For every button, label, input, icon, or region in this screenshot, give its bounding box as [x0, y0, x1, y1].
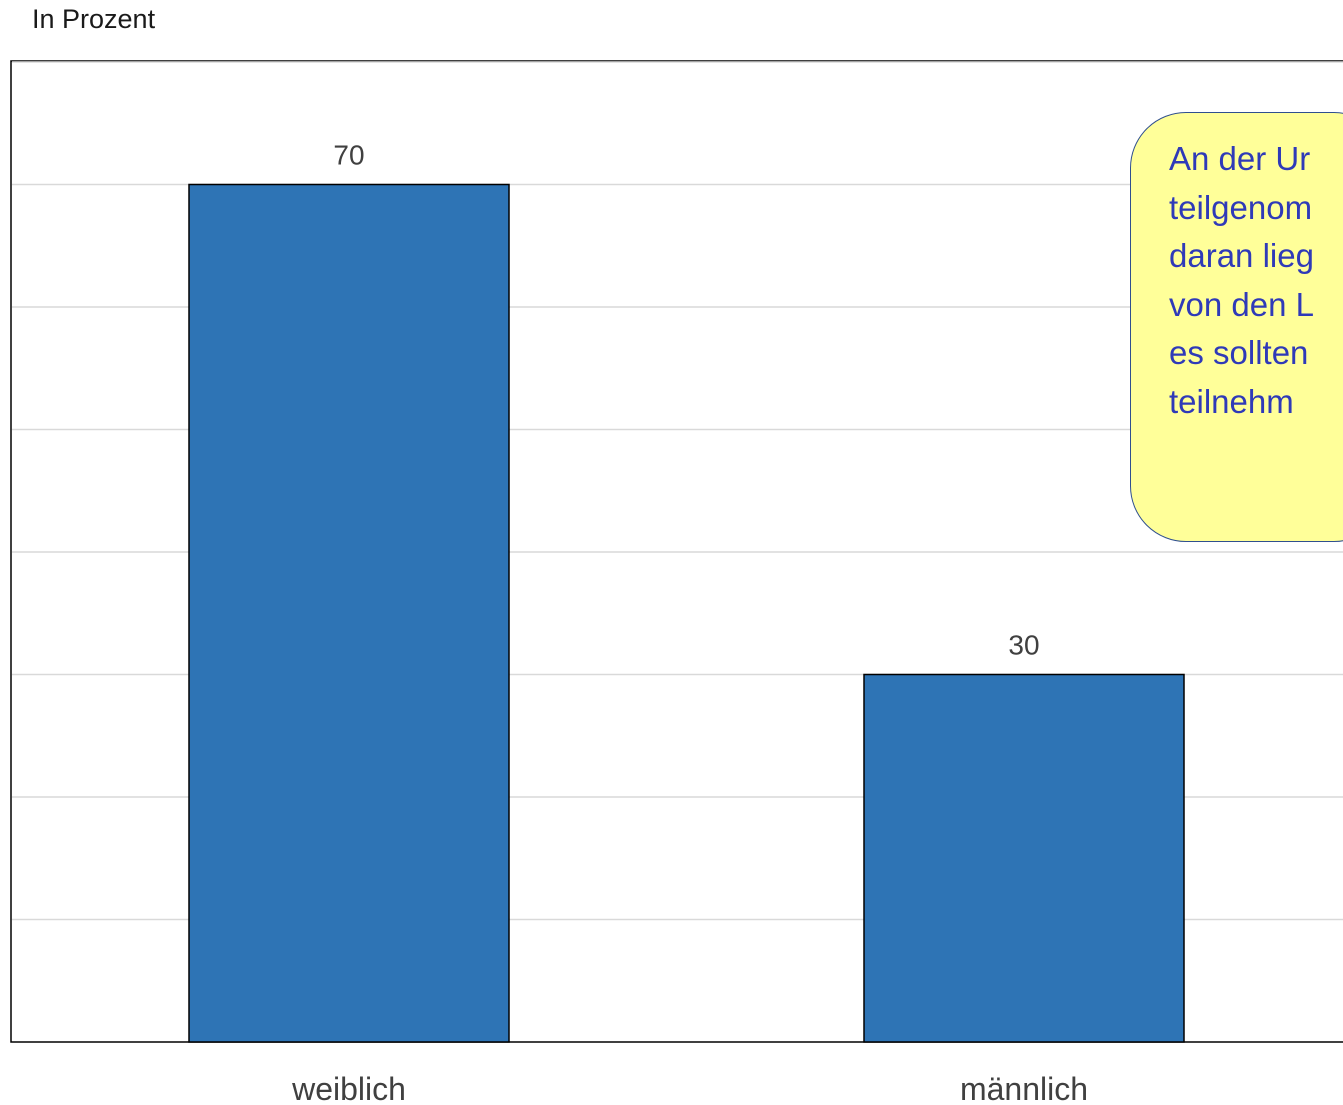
category-label: männlich: [960, 1071, 1088, 1105]
callout-line: daran lieg: [1169, 237, 1314, 274]
labels: 70 weiblich 30 männlich: [291, 140, 1088, 1105]
bars: [188, 183, 1185, 1043]
data-label: 30: [1008, 630, 1039, 661]
category-label: weiblich: [291, 1071, 406, 1105]
callout-line: teilgenom: [1169, 188, 1313, 226]
callout-line: An der Ur: [1169, 140, 1311, 177]
bar-weiblich: [188, 183, 510, 1043]
callout-line: von den L: [1169, 285, 1314, 323]
callout-line: teilnehm: [1169, 382, 1294, 420]
data-label: 70: [333, 140, 364, 171]
callout-line: es sollten: [1169, 334, 1309, 371]
y-unit-label: In Prozent: [32, 4, 156, 34]
callout-text: An der Ur teilgenom daran lieg von den L…: [1169, 135, 1343, 426]
bar-maennlich: [863, 673, 1185, 1043]
annotation-callout: An der Ur teilgenom daran lieg von den L…: [1130, 112, 1343, 542]
